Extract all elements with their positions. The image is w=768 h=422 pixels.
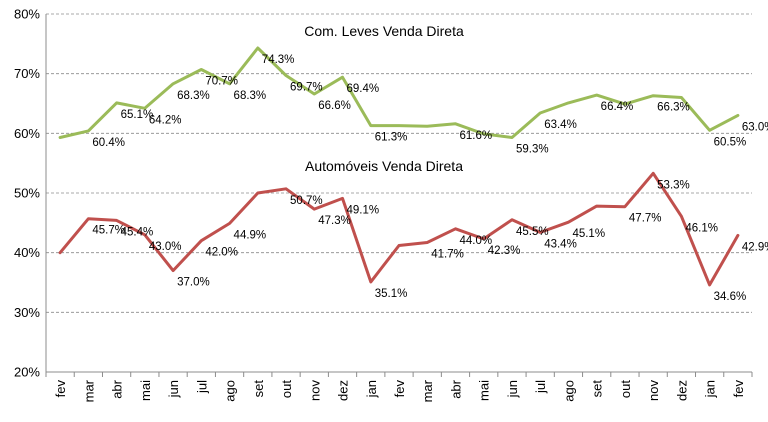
y-tick-label: 70% <box>14 66 40 81</box>
x-tick-label: jul <box>194 380 209 394</box>
x-tick-label: jun <box>166 380 181 398</box>
data-label: 45.5% <box>516 226 549 238</box>
data-label: 44.9% <box>234 229 267 241</box>
data-label: 66.3% <box>657 102 690 114</box>
data-label: 49.1% <box>347 204 380 216</box>
data-label: 50.7% <box>290 195 323 207</box>
x-tick-label: nov <box>646 380 661 401</box>
data-label: 46.1% <box>685 222 718 234</box>
data-label: 68.3% <box>234 90 267 102</box>
series-line-0 <box>58 46 740 139</box>
data-label: 42.3% <box>488 245 521 257</box>
data-label: 43.0% <box>149 241 182 253</box>
x-tick-label: out <box>618 380 633 398</box>
y-tick-label: 50% <box>14 186 40 201</box>
series-title-automoveis: Automóveis Venda Direta <box>305 158 463 174</box>
x-tick-label: mar <box>81 379 96 402</box>
data-label: 47.3% <box>318 215 351 227</box>
data-label: 60.4% <box>92 137 125 149</box>
data-label: 60.5% <box>714 136 747 148</box>
y-tick-label: 20% <box>14 365 40 380</box>
series-titles: Com. Leves Venda Direta Automóveis Venda… <box>304 23 464 174</box>
x-tick-label: jul <box>533 380 548 394</box>
data-label: 45.1% <box>572 228 605 240</box>
data-label: 66.4% <box>601 101 634 113</box>
x-tick-label: dez <box>336 380 351 401</box>
data-label: 42.9% <box>742 241 768 253</box>
data-label: 69.4% <box>347 83 380 95</box>
series-lines <box>58 46 740 287</box>
data-label: 64.2% <box>149 114 182 126</box>
x-tick-label: dez <box>674 380 689 401</box>
x-tick-label: out <box>279 380 294 398</box>
x-tick-label: ago <box>561 380 576 402</box>
gridlines <box>46 13 752 313</box>
data-label: 44.0% <box>459 235 492 247</box>
data-label: 65.1% <box>121 109 154 121</box>
axes: 20%30%40%50%60%70%80%fev mar abr mai jun jul a… <box>14 7 753 402</box>
data-labels: 60.4% 65.1%64.2% 68.3% 70.7% 68.3% 74.3% 69.7%… <box>92 54 768 303</box>
data-label: 70.7% <box>205 75 238 87</box>
x-tick-label: abr <box>110 379 125 398</box>
x-tick-label: set <box>590 380 605 398</box>
data-label: 61.6% <box>459 130 492 142</box>
data-label: 35.1% <box>375 288 408 300</box>
y-tick-label: 80% <box>14 7 40 22</box>
series-title-com-leves: Com. Leves Venda Direta <box>304 23 464 39</box>
data-label: 47.7% <box>629 213 662 225</box>
data-label: 37.0% <box>177 277 210 289</box>
data-label: 43.4% <box>544 238 577 250</box>
x-tick-label: fev <box>731 380 746 398</box>
x-tick-label: nov <box>307 380 322 401</box>
data-label: 59.3% <box>516 144 549 156</box>
data-label: 45.7% <box>92 225 125 237</box>
data-label: 53.3% <box>657 179 690 191</box>
y-tick-label: 60% <box>14 126 40 141</box>
x-tick-label: fev <box>53 380 68 398</box>
y-tick-label: 30% <box>14 305 40 320</box>
x-tick-label: ago <box>223 380 238 402</box>
x-tick-label: abr <box>448 379 463 398</box>
data-label: 34.6% <box>714 291 747 303</box>
data-label: 61.3% <box>375 132 408 144</box>
x-tick-label: mai <box>138 380 153 401</box>
x-tick-label: jan <box>364 380 379 398</box>
x-tick-label: jan <box>703 380 718 398</box>
series-line-1 <box>58 171 740 287</box>
x-tick-label: jun <box>505 380 520 398</box>
x-tick-label: set <box>251 380 266 398</box>
data-label: 68.3% <box>177 90 210 102</box>
x-tick-label: mar <box>420 379 435 402</box>
x-tick-label: fev <box>392 380 407 398</box>
y-tick-label: 40% <box>14 245 40 260</box>
data-label: 63.4% <box>544 119 577 131</box>
data-label: 74.3% <box>262 54 295 66</box>
x-tick-label: mai <box>477 380 492 401</box>
data-label: 45.4% <box>121 226 154 238</box>
data-label: 41.7% <box>431 249 464 261</box>
data-label: 63.0% <box>742 121 768 133</box>
data-label: 69.7% <box>290 81 323 93</box>
data-label: 66.6% <box>318 100 351 112</box>
data-label: 42.0% <box>205 247 238 259</box>
